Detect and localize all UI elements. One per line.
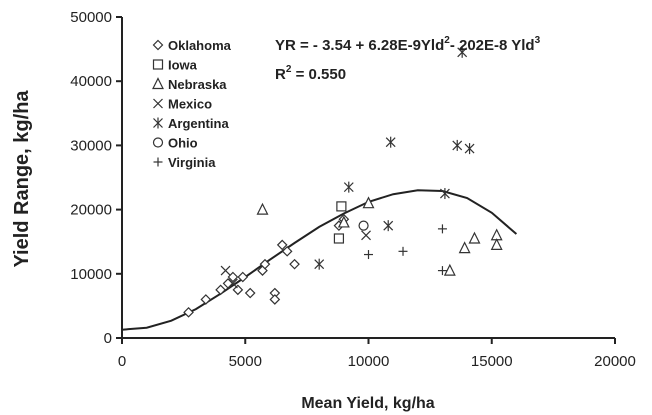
point-nebraska (362, 196, 375, 209)
point-nebraska (468, 231, 481, 244)
point-oklahoma (183, 306, 194, 318)
legend-marker-mexico (153, 98, 163, 109)
y-tick-label: 20000 (70, 202, 112, 219)
legend-label-argentina: Argentina (168, 116, 229, 131)
legend-marker-ohio (152, 137, 164, 148)
point-oklahoma (232, 284, 244, 296)
data-points-layer (183, 46, 503, 318)
point-ohio (358, 220, 369, 231)
x-tick-label: 15000 (471, 353, 513, 370)
point-nebraska (337, 215, 350, 228)
y-tick-label: 30000 (70, 137, 112, 154)
point-oklahoma (276, 239, 288, 251)
point-oklahoma (215, 284, 226, 296)
point-argentina (457, 46, 468, 58)
point-iowa (336, 201, 347, 212)
y-tick-label: 50000 (70, 9, 112, 26)
legend-marker-argentina (153, 117, 163, 129)
point-argentina (343, 181, 354, 193)
y-tick-label: 0 (104, 330, 112, 347)
point-oklahoma (200, 294, 212, 305)
legend: Oklahoma Iowa Nebraska Mexico Argentina Ohio V… (152, 38, 232, 170)
x-axis-title: Mean Yield, kg/ha (301, 395, 434, 412)
y-tick-label: 40000 (70, 73, 112, 90)
legend-label-nebraska: Nebraska (168, 77, 227, 92)
ticks: 0 5000 10000 15000 20000 0 10000 20000 30000 4000… (70, 9, 636, 370)
legend-marker-virginia (153, 157, 163, 167)
x-tick-label: 0 (118, 353, 126, 370)
x-tick-label: 20000 (594, 353, 636, 370)
point-oklahoma (281, 245, 293, 257)
point-nebraska (443, 263, 456, 276)
legend-marker-oklahoma (152, 39, 164, 51)
x-tick-label: 5000 (229, 353, 262, 370)
point-nebraska (256, 202, 269, 215)
point-argentina (464, 143, 475, 155)
point-virginia (398, 246, 408, 256)
point-argentina (452, 139, 463, 151)
r-squared-label: R2 = 0.550 (275, 64, 346, 83)
point-oklahoma (259, 258, 271, 270)
point-mexico (361, 230, 371, 241)
legend-label-iowa: Iowa (168, 58, 198, 73)
fit-equation: YR = - 3.54 + 6.28E-9Yld2- 202E-8 Yld3 (275, 35, 541, 54)
point-oklahoma (269, 294, 281, 305)
point-mexico (220, 265, 231, 276)
point-oklahoma (227, 271, 239, 283)
legend-label-virginia: Virginia (168, 155, 216, 170)
point-iowa (333, 233, 345, 244)
legend-label-mexico: Mexico (168, 97, 212, 112)
point-virginia (437, 224, 447, 234)
point-oklahoma (244, 287, 256, 299)
point-oklahoma (289, 258, 300, 270)
point-nebraska (458, 241, 471, 254)
y-axis-title: Yield Range, kg/ha (11, 90, 33, 268)
point-argentina (439, 188, 450, 200)
point-argentina (383, 220, 394, 232)
x-tick-label: 10000 (348, 353, 390, 370)
legend-marker-nebraska (152, 77, 164, 90)
point-virginia (364, 250, 373, 260)
point-mexico (228, 278, 238, 289)
point-nebraska (490, 238, 503, 251)
legend-label-ohio: Ohio (168, 136, 198, 151)
point-argentina (314, 258, 325, 270)
legend-marker-iowa (152, 59, 164, 70)
point-argentina (385, 136, 396, 148)
y-tick-label: 10000 (70, 266, 112, 283)
point-oklahoma (237, 271, 249, 283)
point-virginia (437, 266, 447, 276)
legend-label-oklahoma: Oklahoma (168, 38, 232, 53)
